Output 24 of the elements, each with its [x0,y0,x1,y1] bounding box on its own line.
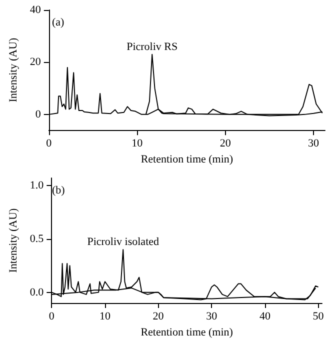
text: (b) [52,184,66,196]
x-tick-label: 30 [308,138,320,150]
annotation: Picroliv RS [126,40,178,53]
y-tick-label: 1.0 [30,179,44,192]
y-axis-title: Intensity (AU) [8,208,20,273]
x-axis-title: Retention time (min) [140,326,234,338]
x-tick-label: 40 [259,310,271,322]
x-axis-title: Retention time (min) [140,154,234,166]
y-tick-label: 0 [35,108,42,120]
y-tick-label: 0.5 [30,232,44,245]
y-axis-title: Intensity (AU) [8,37,20,102]
y-tick-label: 20 [30,56,42,68]
x-tick-label: 20 [220,138,232,150]
x-tick-label: 50 [312,310,324,322]
y-tick-label: 0.0 [30,286,44,298]
y-tick-label: 40 [30,4,42,16]
x-tick-label: 30 [206,310,218,322]
x-tick-label: 20 [152,310,164,322]
x-tick-label: 0 [48,310,55,322]
x-tick-label: 0 [46,138,52,150]
x-tick-label: 10 [99,310,111,322]
annotation: Picroliv isolated [87,236,160,248]
text: (a) [52,16,65,28]
x-tick-label: 10 [132,138,144,150]
